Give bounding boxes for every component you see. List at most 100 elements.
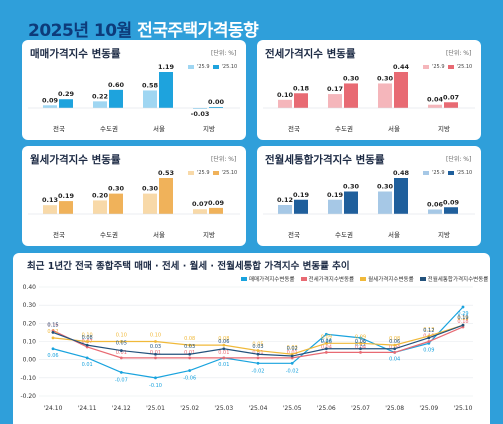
data-label: 0.09 <box>355 334 366 340</box>
bar <box>394 178 408 214</box>
title-rest: 전국주택가격동향 <box>137 21 259 41</box>
data-label: 0.03 <box>184 344 195 350</box>
data-label: 0.29 <box>457 311 468 317</box>
bar-value-label: 0.13 <box>42 196 58 204</box>
legend-swatch <box>212 65 219 69</box>
x-tick-label: '25.06 <box>317 405 336 412</box>
data-label: 0.08 <box>389 336 400 342</box>
legend-label: '25.10 <box>221 64 238 70</box>
data-label: 0.03 <box>287 345 298 351</box>
panel-trend-chart: 최근 1년간 전국 종합주택 매매 · 전세 · 월세 · 전월세통합 가격지수… <box>13 253 490 424</box>
data-point <box>222 347 226 351</box>
legend-swatch <box>241 277 247 281</box>
bar <box>159 72 173 108</box>
data-point <box>154 340 157 343</box>
data-point <box>51 336 55 340</box>
data-point <box>427 336 431 340</box>
unit-label: [단위: %] <box>211 50 237 57</box>
bar <box>344 83 358 108</box>
legend-label: 매매가격지수변동률 <box>249 277 295 283</box>
category-label: 서울 <box>153 230 165 239</box>
data-label: 0.13 <box>423 327 434 333</box>
title-month: 10월 <box>93 21 132 41</box>
x-tick-label: '25.10 <box>454 405 473 412</box>
bar <box>344 191 358 214</box>
data-label: 0.01 <box>218 362 229 368</box>
data-point <box>154 376 157 380</box>
data-label: 0.06 <box>321 339 332 345</box>
category-label: 전국 <box>53 124 65 133</box>
data-label: 0.03 <box>150 344 161 350</box>
x-tick-label: '25.04 <box>249 405 268 412</box>
legend-swatch <box>300 277 307 281</box>
bar-value-label: 0.20 <box>92 191 109 199</box>
data-point <box>188 343 192 347</box>
data-label: -0.07 <box>115 377 128 383</box>
panel-monthly-rent-price: 월세가격지수 변동률 [단위: %] '25.9 '25.10 0.13 0.19 전국 0.… <box>22 146 246 246</box>
data-label: 0.10 <box>150 333 161 339</box>
data-point <box>222 356 226 360</box>
legend-item: 매매가격지수변동률 <box>241 275 295 283</box>
data-label: 0.15 <box>47 322 58 328</box>
trend-legend: 매매가격지수변동률 전세가격지수변동률 월세가격지수변동률 전월세통합가격지수변동률 <box>241 275 488 283</box>
data-point <box>119 356 123 360</box>
category-label: 지방 <box>438 124 450 133</box>
bar <box>444 207 458 214</box>
panel-jeonse-price: 전세가격지수 변동률 [단위: %] '25.9 '25.10 0.10 0.18 전국 0.… <box>257 40 481 140</box>
data-point <box>188 369 192 372</box>
data-label: 0.19 <box>457 316 468 322</box>
data-point <box>188 352 192 356</box>
bar <box>43 205 57 214</box>
unit-label: [단위: %] <box>446 156 472 163</box>
data-label: 0.02 <box>287 346 298 352</box>
data-point <box>85 343 89 347</box>
category-label: 지방 <box>203 124 215 133</box>
bar <box>193 108 207 109</box>
data-point <box>51 347 55 351</box>
bar <box>93 101 107 108</box>
data-label: 0.01 <box>218 350 229 356</box>
bar-value-label: 0.19 <box>327 191 344 199</box>
x-tick-label: '24.10 <box>44 405 63 412</box>
data-point <box>256 361 260 365</box>
bar-legend: '25.9 '25.10 <box>188 64 237 70</box>
category-label: 지방 <box>203 230 215 239</box>
bar <box>328 94 342 108</box>
data-label: 0.06 <box>218 339 229 345</box>
bar-value-label: 1.19 <box>158 63 175 71</box>
legend-label: '25.10 <box>221 170 238 176</box>
category-label: 서울 <box>388 124 400 133</box>
bar-value-label: 0.30 <box>343 183 360 191</box>
bar-value-label: 0.30 <box>142 185 159 193</box>
bar-value-label: 0.48 <box>393 169 410 177</box>
bar-value-label: 0.19 <box>293 191 310 199</box>
bar-value-label: 0.44 <box>393 63 410 71</box>
legend-item: 전월세통합가격지수변동률 <box>419 275 488 283</box>
bar-value-label: 0.30 <box>343 74 360 82</box>
data-point <box>154 352 157 356</box>
data-label: 0.05 <box>116 341 127 347</box>
data-point <box>461 305 465 309</box>
y-tick-label: 0.20 <box>23 320 37 327</box>
unit-label: [단위: %] <box>211 156 237 163</box>
bar-value-label: 0.04 <box>427 96 444 104</box>
data-label: 0.10 <box>116 333 127 339</box>
bar-legend: '25.9 '25.10 <box>423 170 472 176</box>
category-label: 서울 <box>153 124 165 133</box>
category-label: 수도권 <box>100 231 118 239</box>
data-label: 0.06 <box>47 353 58 359</box>
bar-value-label: 0.12 <box>277 196 293 204</box>
data-point <box>222 343 226 347</box>
data-label: 0.19 <box>457 315 468 321</box>
data-point <box>119 340 123 343</box>
bar <box>209 207 223 214</box>
bar-legend: '25.9 '25.10 <box>423 64 472 70</box>
data-label: 0.04 <box>389 356 400 362</box>
bar-value-label: 0.09 <box>42 96 59 104</box>
data-point <box>290 361 294 365</box>
data-label: 0.12 <box>423 328 434 334</box>
x-tick-label: '25.09 <box>419 405 438 412</box>
legend-label: 전세가격지수변동률 <box>308 277 355 283</box>
